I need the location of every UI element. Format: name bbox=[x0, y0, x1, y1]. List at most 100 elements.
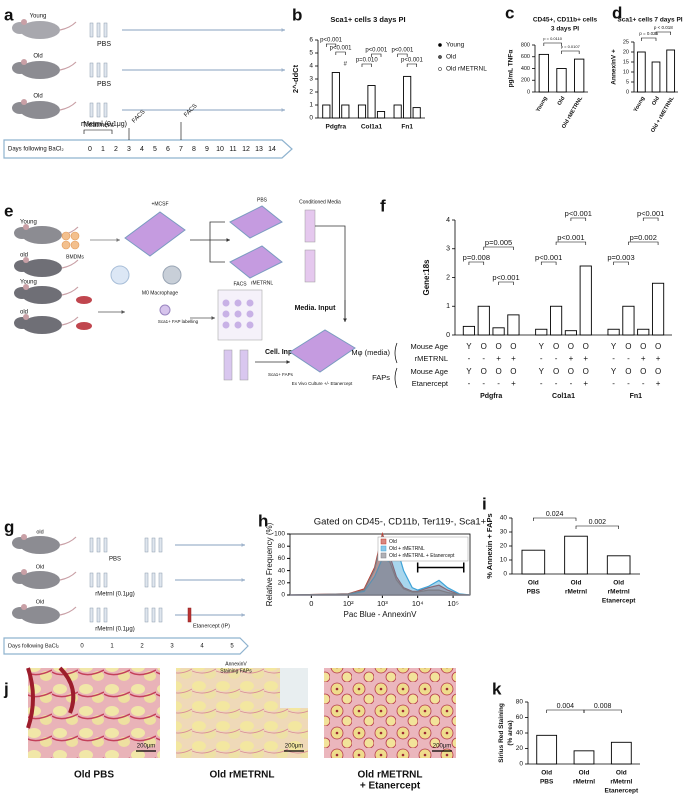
treatment-label: Etanercept (IP) bbox=[193, 623, 230, 629]
mouse-body bbox=[20, 536, 60, 554]
panel-letter: h bbox=[258, 511, 268, 530]
arrow-head bbox=[281, 68, 285, 72]
syringe bbox=[89, 537, 94, 553]
mouse-ear bbox=[23, 314, 29, 320]
mouse-label: old bbox=[20, 310, 28, 316]
condition-cell: O bbox=[553, 367, 559, 376]
bar bbox=[477, 305, 490, 336]
timeline bbox=[3, 139, 293, 159]
y-tick-label: 1 bbox=[446, 303, 450, 310]
mouse-label: old bbox=[20, 253, 28, 259]
y-tick-label: 100 bbox=[274, 531, 285, 538]
p-value: 0.004 bbox=[557, 703, 575, 710]
syringe bbox=[96, 62, 101, 78]
treatment-label: rMetrnl (0.1μg) bbox=[95, 627, 134, 633]
x-tick-label: 0 bbox=[309, 599, 313, 608]
p-value: p=0.010 bbox=[356, 58, 379, 64]
y-tick-label: 20 bbox=[623, 49, 629, 55]
group-label: old bbox=[36, 529, 43, 535]
mouse-label: Young bbox=[20, 280, 37, 286]
bar bbox=[507, 314, 520, 336]
condition-cell: O bbox=[640, 367, 646, 376]
significance-bracket bbox=[546, 709, 585, 713]
step-label: FACS bbox=[233, 281, 247, 287]
y-tick-label: 2 bbox=[446, 274, 450, 281]
y-tick-label: 600 bbox=[521, 54, 530, 60]
bmdm-cell bbox=[61, 231, 71, 241]
mouse-tail bbox=[59, 571, 77, 581]
y-axis-title: 2^-ddCt bbox=[291, 64, 300, 93]
syringe bbox=[96, 102, 101, 118]
sorted-cell bbox=[234, 310, 242, 318]
bar bbox=[556, 68, 567, 93]
day-label: 3 bbox=[170, 644, 174, 650]
arrow-head bbox=[121, 310, 125, 314]
bar bbox=[322, 104, 331, 119]
x-tick-label: PBS bbox=[540, 779, 554, 786]
mouse-body bbox=[20, 571, 60, 589]
axis-title: Days following BaCl₂ bbox=[8, 643, 59, 649]
condition-cell: + bbox=[656, 354, 661, 363]
p-value: p<0.001 bbox=[557, 233, 584, 242]
y-axis-title: % Annexin + FAPs bbox=[485, 513, 494, 578]
bmdm-cell bbox=[61, 240, 71, 250]
significance-bracket bbox=[468, 261, 485, 265]
panel-letter: c bbox=[505, 3, 514, 22]
bar bbox=[651, 282, 665, 336]
y-axis-title-line: (% area) bbox=[507, 720, 514, 745]
axis-title: Days following BaCl₂ bbox=[8, 147, 64, 153]
treatment-label: PBS bbox=[97, 81, 111, 88]
y-axis-title-line: Gene:18s bbox=[422, 259, 431, 296]
mouse-body bbox=[20, 101, 60, 119]
group-label: Old bbox=[36, 564, 45, 570]
mouse-ear bbox=[21, 19, 27, 25]
timeline bbox=[3, 637, 249, 655]
x-tick-label: 10⁴ bbox=[412, 599, 424, 608]
y-tick-label: 40 bbox=[278, 567, 286, 574]
syringe bbox=[144, 537, 149, 553]
culture-flask bbox=[289, 329, 356, 373]
x-tick-label: Old bbox=[541, 770, 552, 777]
condition-cell: - bbox=[555, 354, 558, 363]
muscle bbox=[76, 322, 92, 330]
y-tick-label: 80 bbox=[278, 543, 286, 550]
y-tick-label: 25 bbox=[623, 39, 629, 45]
x-tick-label: Fn1 bbox=[401, 124, 413, 131]
condition-cell: O bbox=[625, 367, 631, 376]
condition-cell: - bbox=[482, 354, 485, 363]
condition-cell: + bbox=[656, 379, 661, 388]
y-tick-label: 20 bbox=[278, 580, 286, 587]
y-tick-label: 4 bbox=[309, 63, 313, 70]
mouse-body bbox=[22, 226, 62, 244]
condition-cell: - bbox=[612, 354, 615, 363]
y-tick-label: 0 bbox=[281, 592, 285, 599]
syringe bbox=[151, 607, 156, 623]
x-tick-label: Pdgfra bbox=[326, 124, 347, 131]
legend-marker bbox=[438, 55, 442, 59]
p-value: p<0.001 bbox=[365, 48, 388, 54]
syringe bbox=[89, 62, 94, 78]
bar bbox=[666, 49, 676, 93]
legend-marker bbox=[438, 43, 442, 47]
condition-cell: - bbox=[627, 379, 630, 388]
endpoint-label: Staining FAPs bbox=[220, 668, 252, 674]
bar bbox=[564, 330, 577, 336]
panel-letter: i bbox=[482, 494, 487, 513]
condition-cell: O bbox=[510, 342, 516, 351]
condition-cell: - bbox=[627, 354, 630, 363]
x-tick-label: Old bbox=[557, 96, 567, 107]
treatment-title: Treatment bbox=[82, 122, 114, 129]
bar bbox=[357, 104, 367, 119]
x-tick-label: Old bbox=[651, 96, 661, 107]
y-axis-title: Sirius Red Staining (% area) bbox=[498, 703, 514, 763]
facs-label: FACS bbox=[183, 103, 198, 118]
sorted-cell bbox=[222, 310, 230, 318]
mouse-ear bbox=[21, 534, 27, 540]
fap-cell bbox=[159, 304, 171, 316]
condition-cell: Y bbox=[539, 367, 545, 376]
endpoint-label: AnnexinV bbox=[225, 661, 247, 667]
mouse-tail bbox=[59, 61, 77, 71]
syringe bbox=[103, 62, 108, 78]
condition-cell: - bbox=[540, 379, 543, 388]
x-tick-label: 10³ bbox=[377, 599, 388, 608]
